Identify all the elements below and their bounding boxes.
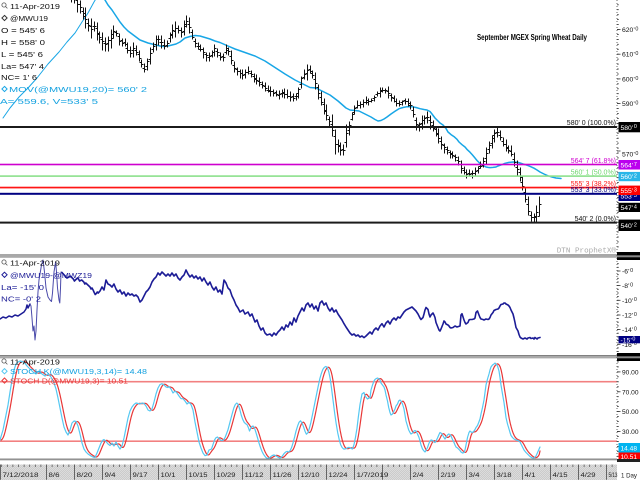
svg-text:3/4: 3/4 — [469, 472, 480, 479]
svg-text:1/7/2019: 1/7/2019 — [357, 472, 389, 479]
svg-text:11-Apr-2019: 11-Apr-2019 — [10, 357, 60, 366]
svg-text:-15’0: -15’0 — [621, 337, 636, 345]
svg-text:MOV(@MWU19,20)= 560' 2: MOV(@MWU19,20)= 560' 2 — [9, 85, 147, 94]
svg-text:8/20: 8/20 — [77, 472, 93, 479]
svg-text:-16’0: -16’0 — [622, 341, 637, 349]
svg-text:4/1: 4/1 — [525, 472, 536, 479]
svg-text:A= 559.6, V=533' 5: A= 559.6, V=533' 5 — [0, 97, 98, 106]
svg-text:553' 3 (33.0%): 553' 3 (33.0%) — [571, 187, 616, 194]
svg-text:4/29: 4/29 — [581, 472, 596, 479]
svg-text:11/26: 11/26 — [273, 472, 292, 479]
svg-text:564' 7 (61.8%): 564' 7 (61.8%) — [571, 158, 616, 165]
svg-text:10/15: 10/15 — [189, 472, 208, 479]
svg-text:La= -15' 0: La= -15' 0 — [1, 283, 44, 292]
svg-text:553’3: 553’3 — [621, 193, 637, 201]
svg-text:O = 545' 6: O = 545' 6 — [1, 26, 45, 35]
svg-text:11-Apr-2019: 11-Apr-2019 — [10, 258, 60, 267]
svg-text:5/13: 5/13 — [609, 472, 618, 479]
svg-text:580' 0 (100.0%): 580' 0 (100.0%) — [567, 120, 616, 127]
svg-text:30.00: 30.00 — [622, 429, 639, 436]
svg-text:620’0: 620’0 — [622, 26, 638, 34]
svg-text:1 Day: 1 Day — [621, 473, 638, 480]
svg-text:70.00: 70.00 — [622, 389, 639, 396]
svg-text:NC= 1' 6: NC= 1' 6 — [1, 73, 37, 82]
svg-text:La= 547' 4: La= 547' 4 — [1, 62, 44, 71]
svg-text:-8’0: -8’0 — [622, 283, 633, 291]
svg-text:7/12/2018: 7/12/2018 — [3, 472, 39, 479]
svg-text:L = 545' 6: L = 545' 6 — [1, 50, 43, 59]
svg-text:-14’0: -14’0 — [622, 327, 637, 335]
svg-text:DTN ProphetX®: DTN ProphetX® — [557, 247, 617, 256]
svg-text:590’0: 590’0 — [622, 101, 638, 109]
svg-text:560' 1 (50.0%): 560' 1 (50.0%) — [571, 170, 616, 177]
svg-text:2/4: 2/4 — [413, 472, 424, 479]
svg-text:12/10: 12/10 — [301, 472, 320, 479]
svg-text:50.00: 50.00 — [622, 409, 639, 416]
svg-text:580’0: 580’0 — [621, 124, 637, 132]
svg-text:90.00: 90.00 — [622, 369, 639, 376]
svg-text:-10’0: -10’0 — [622, 297, 637, 305]
svg-text:STOCH K(@MWU19,3,14)= 14.48: STOCH K(@MWU19,3,14)= 14.48 — [10, 367, 147, 376]
svg-text:11/12: 11/12 — [245, 472, 264, 479]
svg-text:9/17: 9/17 — [133, 472, 148, 479]
svg-text:9/4: 9/4 — [105, 472, 116, 479]
svg-text:3/18: 3/18 — [497, 472, 512, 479]
svg-text:10/29: 10/29 — [217, 472, 236, 479]
svg-text:4/15: 4/15 — [553, 472, 568, 479]
svg-text:12/24: 12/24 — [329, 472, 348, 479]
svg-text:555' 3 (38.2%): 555' 3 (38.2%) — [571, 181, 616, 188]
svg-text:540’2: 540’2 — [621, 222, 637, 230]
svg-text:560’2: 560’2 — [621, 174, 637, 182]
svg-text:540' 2 (0.0%): 540' 2 (0.0%) — [575, 216, 616, 223]
svg-text:2/19: 2/19 — [441, 472, 456, 479]
svg-text:@MWU19: @MWU19 — [10, 14, 48, 23]
svg-text:11-Apr-2019: 11-Apr-2019 — [10, 2, 60, 11]
svg-text:10/1: 10/1 — [161, 472, 176, 479]
svg-text:555’3: 555’3 — [621, 187, 637, 195]
svg-text:600’0: 600’0 — [622, 76, 638, 84]
svg-text:564’7: 564’7 — [621, 162, 637, 170]
svg-text:-6’0: -6’0 — [622, 268, 633, 276]
svg-text:@MWU19-@MWZ19: @MWU19-@MWZ19 — [10, 271, 92, 280]
svg-text:STOCH D(@MWU19,3)= 10.51: STOCH D(@MWU19,3)= 10.51 — [10, 376, 128, 385]
svg-text:10.51: 10.51 — [621, 454, 638, 461]
svg-text:8/6: 8/6 — [49, 472, 60, 479]
svg-text:570’0: 570’0 — [622, 151, 638, 159]
svg-text:NC= -0' 2: NC= -0' 2 — [1, 295, 41, 304]
svg-text:547’4: 547’4 — [621, 205, 637, 213]
svg-text:610’0: 610’0 — [622, 51, 638, 59]
svg-text:H = 558' 0: H = 558' 0 — [1, 38, 45, 47]
svg-text:14.48: 14.48 — [621, 445, 638, 452]
svg-text:-12’0: -12’0 — [622, 312, 637, 320]
svg-text:September MGEX Spring Wheat Da: September MGEX Spring Wheat Daily — [477, 32, 587, 42]
